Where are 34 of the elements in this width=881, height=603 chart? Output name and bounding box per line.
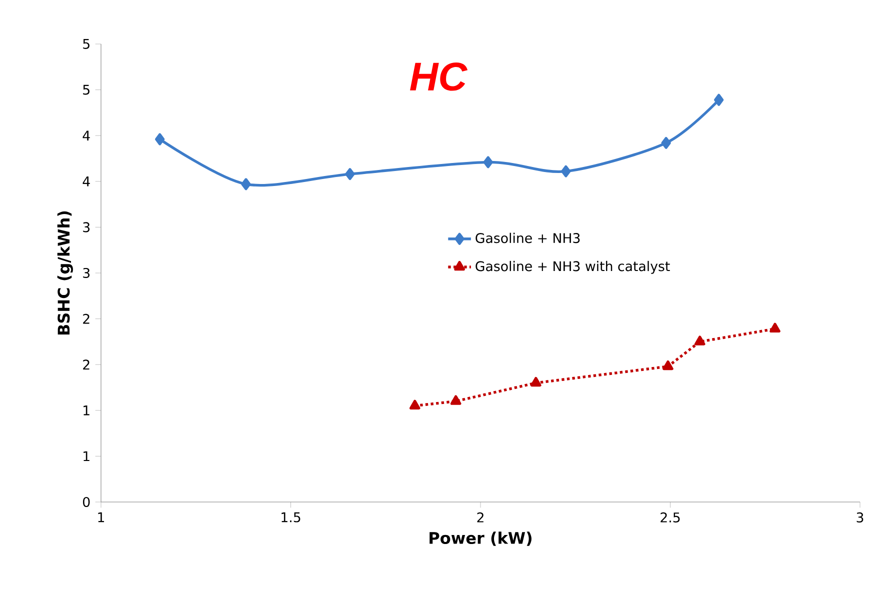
- point: [770, 322, 780, 333]
- x-axis-title: Power (kW): [430, 532, 532, 546]
- point: [483, 156, 493, 168]
- point: [241, 178, 251, 190]
- x-tick-label: 1: [98, 512, 104, 522]
- x-tick-label: 1.5: [282, 512, 300, 522]
- y-tick-label: 0: [82, 496, 90, 508]
- point: [714, 94, 724, 106]
- legend-label: Gasoline + NH3: [476, 232, 580, 244]
- x-tick-label: 2.5: [660, 512, 680, 522]
- y-tick-label: 4: [82, 130, 90, 140]
- y-tick-label: 3: [83, 268, 90, 278]
- y-tick-label: 5: [83, 39, 90, 49]
- point: [694, 336, 706, 346]
- chart-title: HC: [410, 62, 468, 91]
- y-tick-label: 2: [83, 360, 90, 370]
- y-tick-label: 1: [84, 406, 90, 416]
- point: [530, 376, 542, 387]
- y-axis-title: BSHC (g/kWh): [57, 211, 73, 335]
- x-tick-label: 2: [477, 512, 484, 522]
- point: [561, 165, 571, 178]
- y-tick-label: 1: [84, 451, 90, 462]
- y-tick-label: 3: [83, 222, 90, 232]
- point: [661, 136, 671, 149]
- point: [409, 400, 420, 410]
- y-tick-label: 2: [83, 314, 90, 324]
- point: [450, 395, 462, 405]
- legend-label: Gasoline + NH3 with catalyst: [476, 260, 670, 274]
- point: [154, 133, 165, 146]
- x-tick-label: 3: [856, 512, 864, 522]
- point: [345, 168, 355, 180]
- point: [662, 360, 674, 370]
- y-tick-label: 5: [83, 84, 90, 95]
- y-tick-label: 4: [82, 176, 90, 186]
